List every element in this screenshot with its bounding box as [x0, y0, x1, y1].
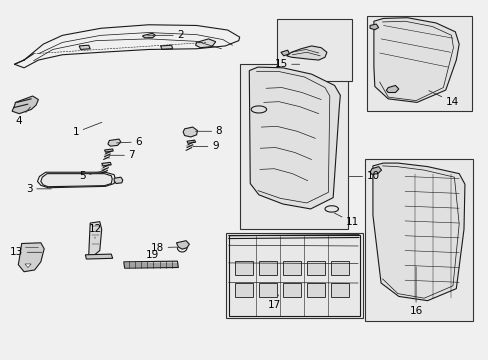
Text: 1: 1 [72, 122, 102, 138]
Text: 17: 17 [267, 295, 280, 310]
Text: 14: 14 [428, 91, 458, 107]
Text: 12: 12 [88, 224, 102, 238]
Polygon shape [114, 177, 122, 184]
Text: 15: 15 [274, 59, 299, 69]
Text: 10: 10 [349, 171, 379, 181]
Bar [366, 16, 471, 111]
Text: 7: 7 [109, 150, 135, 160]
Bar [330, 261, 348, 275]
Bar [258, 283, 277, 297]
Text: 19: 19 [145, 250, 159, 265]
Bar [234, 283, 253, 297]
Polygon shape [12, 96, 39, 114]
Text: 18: 18 [150, 243, 177, 253]
Polygon shape [372, 163, 464, 301]
Bar [306, 261, 325, 275]
Polygon shape [386, 85, 398, 93]
Polygon shape [369, 24, 378, 30]
Text: 13: 13 [10, 247, 42, 257]
Polygon shape [41, 174, 112, 187]
Text: 4: 4 [16, 107, 30, 126]
Polygon shape [160, 45, 172, 49]
Bar [306, 283, 325, 297]
Polygon shape [104, 149, 113, 152]
Polygon shape [228, 235, 360, 316]
Polygon shape [18, 243, 44, 272]
Text: 16: 16 [408, 267, 422, 316]
Polygon shape [286, 46, 326, 60]
Bar [330, 283, 348, 297]
Text: 6: 6 [116, 137, 142, 147]
Bar [365, 159, 472, 321]
Polygon shape [195, 39, 215, 48]
Polygon shape [123, 261, 178, 268]
Text: 5: 5 [79, 171, 104, 181]
Polygon shape [85, 254, 112, 259]
Polygon shape [89, 222, 102, 258]
Text: 8: 8 [195, 126, 222, 136]
Bar [282, 261, 301, 275]
Polygon shape [186, 140, 195, 143]
Polygon shape [25, 264, 31, 267]
Polygon shape [249, 67, 340, 209]
Polygon shape [142, 33, 155, 38]
Polygon shape [79, 45, 90, 49]
Polygon shape [369, 167, 381, 174]
Bar [276, 19, 351, 81]
Bar [234, 261, 253, 275]
Bar [258, 261, 277, 275]
Polygon shape [280, 50, 289, 56]
Text: 2: 2 [152, 30, 183, 40]
Bar [239, 64, 347, 229]
Polygon shape [108, 139, 121, 146]
Text: 11: 11 [334, 213, 359, 227]
Text: 9: 9 [193, 141, 218, 152]
Polygon shape [373, 18, 458, 102]
Polygon shape [183, 127, 197, 137]
Text: 3: 3 [26, 184, 51, 194]
Polygon shape [102, 162, 111, 166]
Bar [282, 283, 301, 297]
Bar [226, 233, 362, 318]
Polygon shape [176, 241, 189, 249]
